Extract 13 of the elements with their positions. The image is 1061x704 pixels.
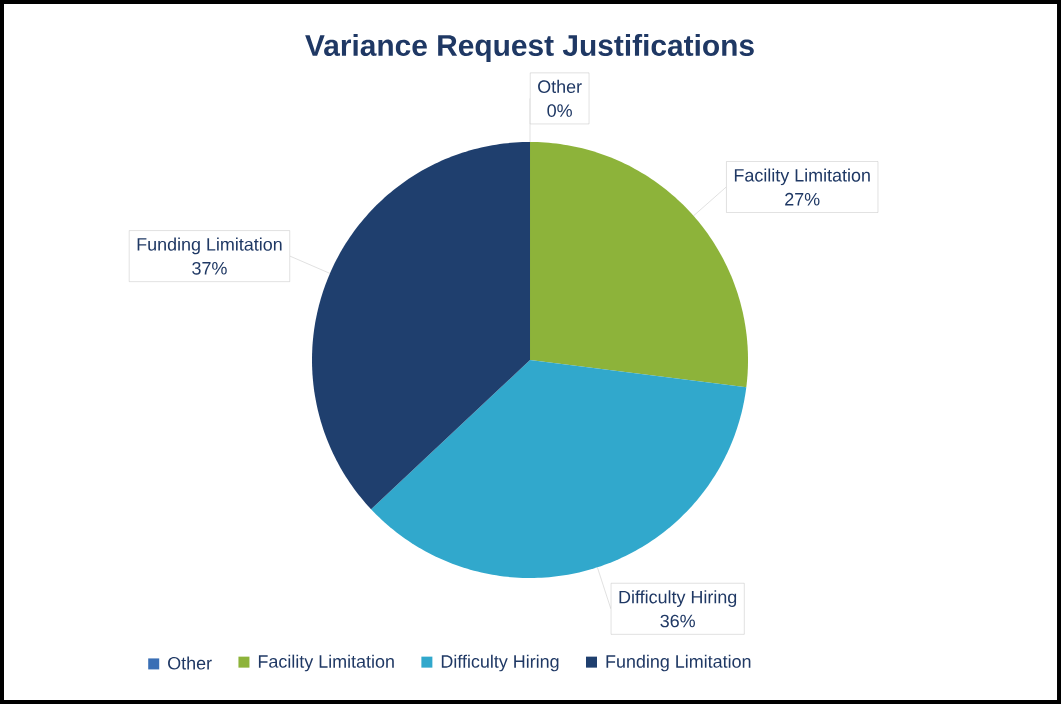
category-label: Other <box>538 79 582 94</box>
legend-label: Funding Limitation <box>606 654 751 672</box>
data-label: 27% <box>785 192 820 206</box>
slice-label: Facility Limitation <box>734 168 870 186</box>
text: 0% <box>547 104 572 117</box>
legend-label: Difficulty Hiring <box>441 654 559 672</box>
legend-label: Facility Limitation <box>258 654 394 672</box>
slice-label: Difficulty Hiring <box>619 590 737 607</box>
data-label: 37% <box>192 261 227 275</box>
chart-title: Variance Request Justifications <box>305 34 754 62</box>
slice-label: Funding Limitation <box>137 237 282 255</box>
legend-label: Other <box>168 656 212 670</box>
data-label: 36% <box>660 614 695 628</box>
